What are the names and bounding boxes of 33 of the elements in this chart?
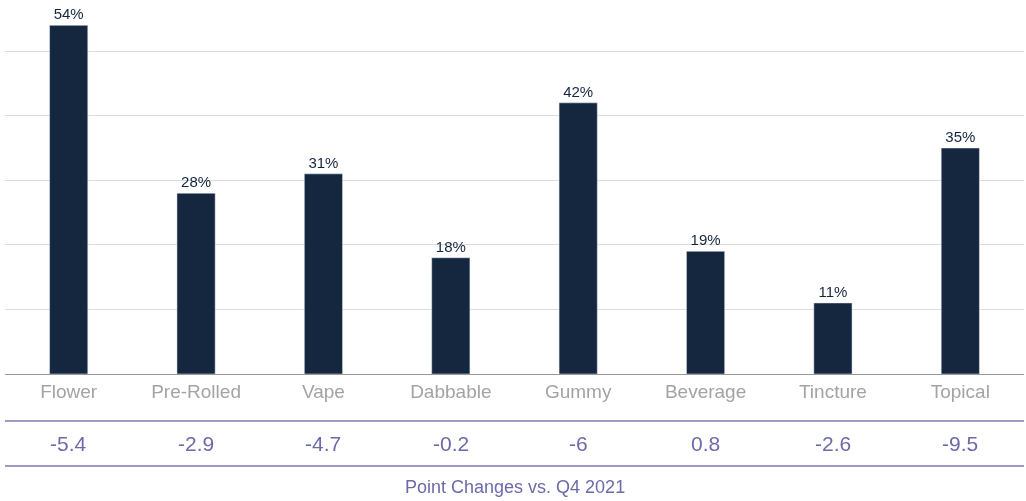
- bar: [49, 25, 89, 374]
- text: -9.5: [942, 432, 979, 455]
- data-label: 31%: [308, 153, 339, 171]
- x-tick-label: Pre-Rolled: [151, 380, 241, 402]
- x-tick-label: Beverage: [664, 380, 747, 402]
- x-tick-label: Vape: [301, 380, 345, 402]
- x-tick-label: Tincture: [798, 380, 867, 402]
- text: -4.7: [305, 432, 342, 455]
- text: Point Changes vs. Q4 2021: [405, 477, 626, 497]
- data-label: 35%: [945, 128, 976, 146]
- data-label: 54%: [53, 5, 84, 23]
- x-tick-label: Topical: [930, 380, 990, 402]
- x-tick-label: Flower: [40, 380, 98, 402]
- bar: [431, 257, 471, 374]
- data-label: 18%: [435, 237, 466, 255]
- data-label: 28%: [181, 173, 212, 191]
- bar: [940, 147, 980, 374]
- x-tick-label: Gummy: [544, 380, 612, 402]
- data-label: 19%: [690, 231, 721, 249]
- bar: [686, 251, 725, 374]
- text: -5.4: [50, 432, 87, 455]
- text: -6: [569, 432, 588, 455]
- text: -0.2: [433, 432, 470, 455]
- x-tick-label: Dabbable: [410, 380, 492, 402]
- bar: [304, 173, 343, 374]
- text: -2.9: [178, 432, 215, 455]
- data-label: 42%: [563, 82, 594, 100]
- bar: [176, 192, 216, 374]
- text: 0.8: [691, 432, 721, 455]
- data-label: 11%: [818, 282, 848, 300]
- text: -2.6: [815, 432, 852, 455]
- bar: [558, 102, 598, 374]
- bar: [813, 302, 853, 374]
